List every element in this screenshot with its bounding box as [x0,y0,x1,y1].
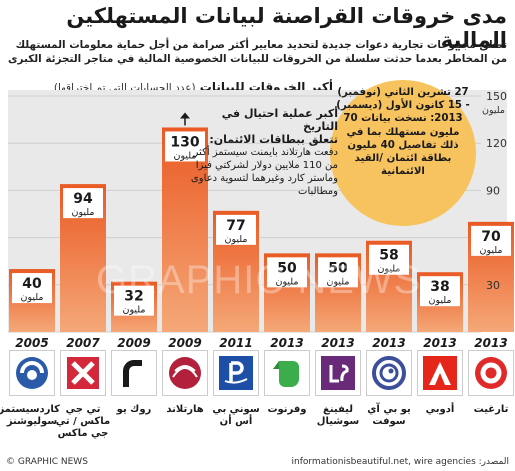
intro-text: تطلق مجموعات تجارية دعوات جديدة لتحديد م… [7,39,507,65]
company-name: أدوبي [425,404,455,415]
company-name: سوني بي أس أن [212,404,260,427]
watermark-text: GRAPHIC NEWS [96,258,422,302]
cardsystems-logo-icon [9,350,55,396]
value-label-box [267,257,307,288]
evernote-logo-icon [264,350,310,396]
x-tick-label: 2013 [270,336,303,350]
bar-unit-label: مليون [225,234,248,245]
x-tick-label: 2013 [321,336,354,350]
company-name: يو بي آي سوفت [367,404,411,427]
tjx-annotation: أكبر عملية احتيال في التاريخ تتعلق ببطاق… [186,107,338,198]
bar-value-label: 50 [328,260,348,276]
bar-value-label: 32 [124,289,143,305]
value-label-box [216,214,256,245]
label-layer: 306090120150مليون40مليون200594مليون20073… [12,90,511,350]
bar-value-label: 58 [379,248,398,264]
bar-unit-label: مليون [21,292,44,303]
bar-unit-label: مليون [174,150,197,161]
x-tick-label: 2009 [117,336,150,350]
y-tick-label: 30 [486,279,500,292]
logo-row [4,350,514,402]
y-axis-unit: مليون [482,105,505,116]
value-label-box [12,273,52,304]
annotation-head: أكبر عملية احتيال في التاريخ [221,107,338,133]
bar-unit-label: مليون [429,295,452,306]
bar-unit-label: مليون [276,276,299,287]
value-label-box [318,257,358,288]
bar-value-label: 77 [226,218,245,234]
bar [162,127,208,332]
company-name: هارتلاند [166,404,204,415]
bar-unit-label: مليون [72,207,95,218]
target-logo-icon [468,350,514,396]
x-tick-label: 2005 [15,336,48,350]
adobe-logo-icon [417,350,463,396]
bar-unit-label: مليون [327,276,350,287]
footer-credit: © GRAPHIC NEWS [6,457,88,467]
y-tick-label: 150 [486,90,507,103]
heartland-logo-icon [162,350,208,396]
livingsocial-logo-icon [315,350,361,396]
bar-value-label: 38 [430,279,449,295]
bar-unit-label: مليون [123,305,146,316]
callout-text: 27 تشرين الثاني (نوفمبر) - 15 كانون الأو… [336,87,470,178]
value-label-box [471,225,511,256]
footer-source: المصدر: informationisbeautiful.net, wire… [291,457,509,467]
value-label-box [114,285,154,316]
y-tick-label: 90 [486,184,500,197]
bar-value-label: 130 [170,134,199,150]
tjx-logo-icon [60,350,106,396]
value-label-box [420,276,460,307]
x-tick-label: 2007 [66,336,100,350]
rockyou-logo-icon [111,350,157,396]
company-name: كاردسيستمز سوليوشنز [0,404,60,427]
y-tick-label: 120 [486,137,507,150]
annotation-head-2: تتعلق ببطاقات الائتمان: [209,133,338,146]
company-name: ليفينغ سوشيال [316,404,360,427]
bar-unit-label: مليون [378,264,401,275]
company-name: تارغيت [473,404,509,415]
playstation-logo-icon [213,350,259,396]
value-label-box [165,131,205,162]
company-name: روك يو [116,404,152,415]
bar-value-label: 94 [73,191,93,207]
value-label-box [369,244,409,275]
bar-unit-label: مليون [480,245,503,256]
company-name: تي جي ماكس / تي جي ماكس [55,404,111,439]
x-tick-label: 2013 [423,336,456,350]
bar-value-label: 70 [481,229,501,245]
annotation-pointer [180,112,190,119]
annotation-body: دفعت هارتلاند بايمنت سيستمز أكثر من 110 … [190,147,338,197]
callout-circle [330,80,476,226]
company-name: وفرنوت [267,404,307,415]
value-label-box [63,188,103,219]
page-title: مدى خروقات القراصنة لبيانات المستهلكين ا… [66,4,507,52]
x-tick-label: 2013 [474,336,507,350]
bar-value-label: 40 [22,276,42,292]
bar-value-label: 50 [277,260,297,276]
x-tick-label: 2011 [219,336,252,350]
ubisoft-logo-icon [366,350,412,396]
x-tick-label: 2009 [168,336,201,350]
x-tick-label: 2013 [372,336,405,350]
